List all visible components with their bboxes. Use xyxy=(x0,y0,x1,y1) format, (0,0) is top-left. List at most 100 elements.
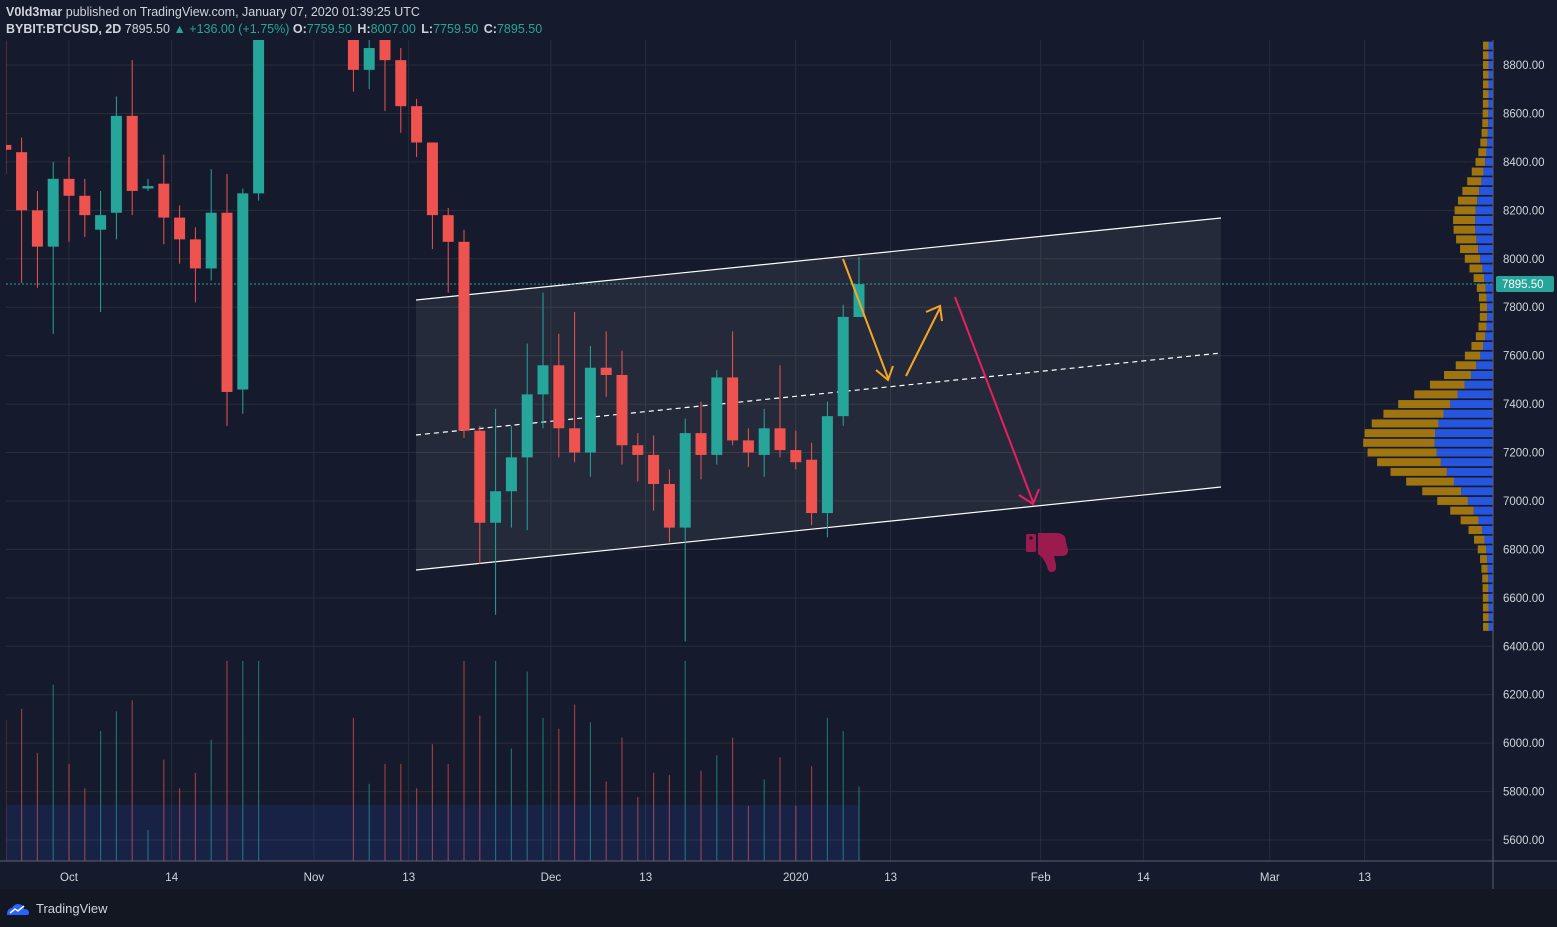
candle-body xyxy=(711,377,723,455)
candle-body xyxy=(569,428,581,453)
price-tick-label: 8600.00 xyxy=(1503,108,1545,120)
volume-profile-bar-down xyxy=(1475,157,1486,166)
arrow-up-orange[interactable] xyxy=(905,304,943,377)
volume-profile-bar-down xyxy=(1453,225,1476,234)
volume-profile-bar-down xyxy=(1482,584,1489,593)
volume-profile-bar-down xyxy=(1444,371,1471,379)
channel-lower-line[interactable] xyxy=(415,486,1222,571)
candle-body xyxy=(742,440,754,453)
price-channel[interactable] xyxy=(415,217,1222,571)
price-chart[interactable]: 5600.00 5800.00 6000.00 6200.00 6400.00 6600.… xyxy=(0,40,1557,889)
volume-profile-bar-up xyxy=(1484,535,1493,544)
price-tick-label: 6600.00 xyxy=(1503,593,1545,605)
volume-profile-bar-up xyxy=(1461,487,1493,496)
arrow-down-pink[interactable] xyxy=(954,296,1040,506)
drawing-annotations[interactable] xyxy=(842,258,1068,572)
candle-body xyxy=(806,459,818,514)
time-tick-label: 13 xyxy=(639,872,652,884)
candle xyxy=(837,304,849,426)
close-value: 7895.50 xyxy=(496,22,543,36)
volume-profile-bar-up xyxy=(1482,264,1493,273)
volume-profile-bar-up xyxy=(1475,225,1493,234)
candle-body xyxy=(79,195,91,216)
time-axis-labels[interactable]: Oct 14 Nov 13 Dec 13 2020 13 Feb 14 Mar 13 xyxy=(60,872,1371,884)
price-tick-label: 7800.00 xyxy=(1503,302,1545,314)
arrow-down-orange[interactable] xyxy=(842,258,894,382)
candle-body xyxy=(142,186,154,189)
candle xyxy=(632,433,644,482)
candle xyxy=(110,96,122,240)
candle-body xyxy=(95,215,107,230)
candle xyxy=(379,40,391,112)
volume-profile-bar-down xyxy=(1363,438,1435,447)
volume-profile-bar-down xyxy=(1364,429,1436,438)
published-text: published on TradingView.com, January 07… xyxy=(62,5,420,19)
volume-profile-bar-up xyxy=(1488,574,1493,583)
tradingview-brand[interactable]: TradingView xyxy=(6,901,108,916)
candle-body xyxy=(189,239,201,269)
candle xyxy=(237,188,249,414)
candle-body xyxy=(584,367,596,453)
volume-profile-bar-down xyxy=(1482,61,1489,69)
time-tick-label: Mar xyxy=(1260,872,1280,884)
price-tick-label: 8800.00 xyxy=(1503,60,1545,72)
price-tick-label: 7600.00 xyxy=(1503,351,1545,363)
candle-body xyxy=(758,428,770,455)
volume-profile-bar-down xyxy=(1482,90,1489,99)
candle xyxy=(79,178,91,237)
open-value: 7759.50 xyxy=(306,22,352,36)
volume-profile-bar-up xyxy=(1487,138,1493,147)
volume-profile-bar-down xyxy=(1481,564,1488,573)
volume-profile-bar-down xyxy=(1477,545,1487,554)
price-tick-label: 6000.00 xyxy=(1503,738,1545,750)
candle xyxy=(363,40,375,90)
time-tick-label: 2020 xyxy=(783,872,809,884)
thumbs-down-icon[interactable] xyxy=(1026,533,1068,572)
candle xyxy=(411,98,423,158)
low-value: 7759.50 xyxy=(433,22,479,36)
candle-body xyxy=(837,316,849,417)
volume-profile-bar-up xyxy=(1438,419,1493,428)
publisher-line: V0ld3mar published on TradingView.com, J… xyxy=(6,5,420,19)
channel-upper-line[interactable] xyxy=(415,217,1222,301)
open-label: O: xyxy=(292,22,307,36)
time-tick-label: 13 xyxy=(884,872,897,884)
volume-profile-bar-up xyxy=(1477,196,1493,205)
price-change: ▲ +136.00 (+1.75%) xyxy=(173,22,290,36)
price-tick-label: 5600.00 xyxy=(1503,835,1545,847)
candle xyxy=(663,469,675,543)
volume-profile-bar-down xyxy=(1467,177,1482,186)
candle xyxy=(458,229,470,438)
candle-body xyxy=(110,115,122,213)
volume-profile-bar-up xyxy=(1488,603,1493,612)
volume-profile-bar-down xyxy=(1476,283,1486,292)
candle-body xyxy=(174,217,186,240)
candle xyxy=(442,207,454,293)
time-tick-label: Oct xyxy=(60,872,79,884)
volume-profile-bar-up xyxy=(1478,245,1493,254)
symbol-label[interactable]: BYBIT:BTCUSD, 2D xyxy=(6,22,122,36)
volume-profile-bar-down xyxy=(1482,41,1489,50)
volume-profile-bar-down xyxy=(1414,390,1458,399)
candle xyxy=(189,227,201,303)
volume-profile-bar-up xyxy=(1486,545,1493,554)
candle xyxy=(537,292,549,429)
volume-profile-bar-up xyxy=(1475,216,1493,224)
candle-body xyxy=(632,445,644,455)
high-label: H: xyxy=(357,22,371,36)
volume-profile-bar-up xyxy=(1486,322,1493,331)
candle-body xyxy=(505,457,517,492)
volume-profile-bar-down xyxy=(1478,148,1487,157)
volume-profile-bar-up xyxy=(1481,177,1493,186)
price-axis[interactable] xyxy=(1493,40,1557,889)
volume-profile-bar-up xyxy=(1484,274,1493,283)
candle xyxy=(395,48,407,133)
last-price-tag: 7895.50 xyxy=(1496,276,1554,293)
candle xyxy=(806,442,818,526)
volume-profile-bar-up xyxy=(1453,477,1493,486)
candle xyxy=(221,173,233,426)
volume-profile-bar-down xyxy=(1371,419,1439,428)
candle-body xyxy=(616,375,628,446)
volume-profile-bar-down xyxy=(1455,361,1477,370)
author-name[interactable]: V0ld3mar xyxy=(6,5,63,19)
